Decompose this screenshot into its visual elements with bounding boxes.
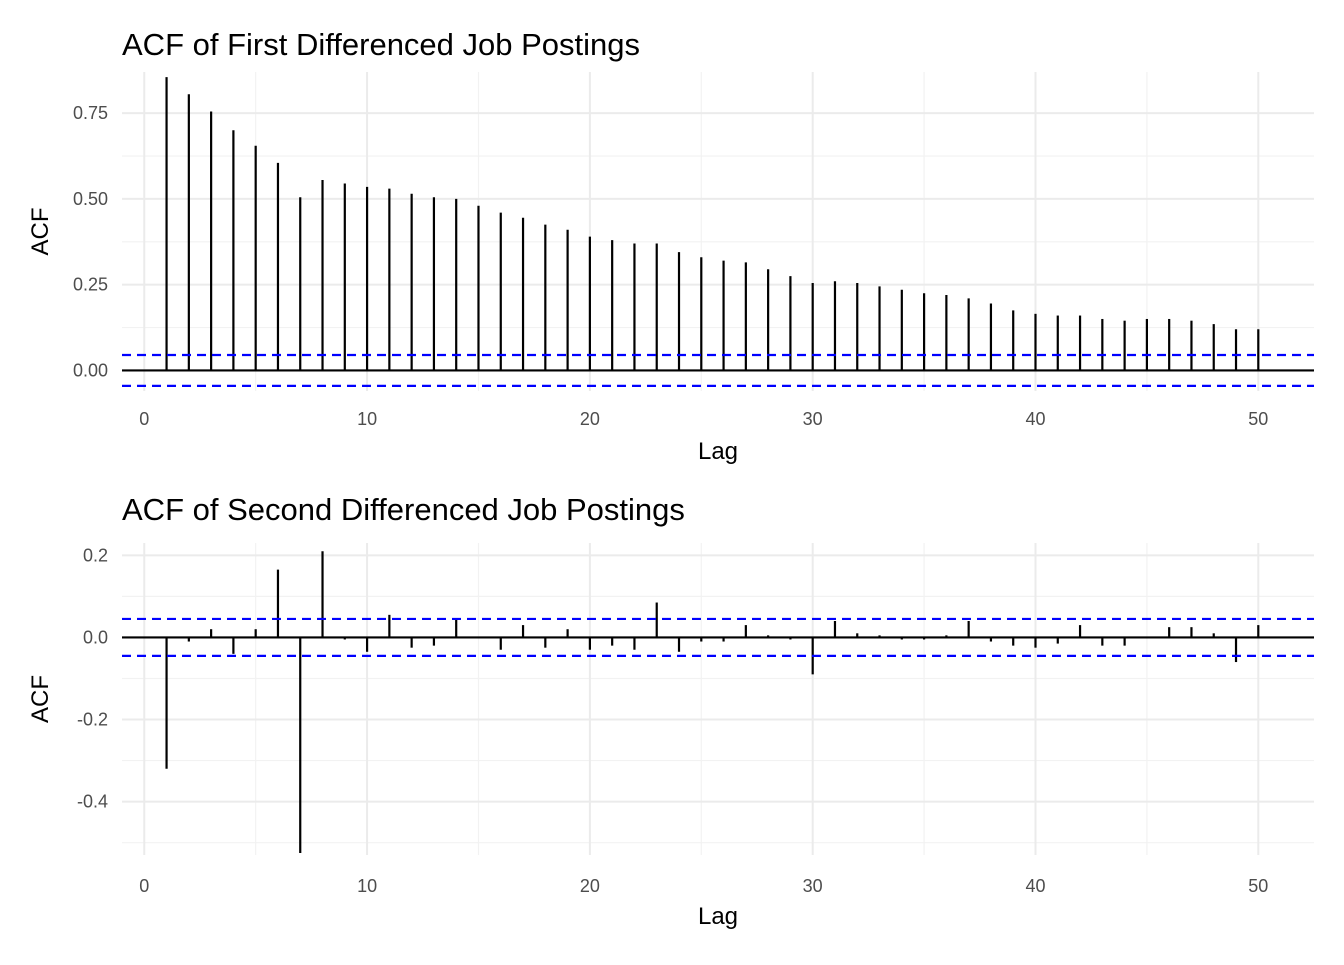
chart-title: ACF of First Differenced Job Postings [122,27,640,62]
x-tick-label: 20 [580,876,600,896]
x-tick-label: 30 [803,409,823,429]
y-tick-label: 0.00 [73,360,108,380]
y-tick-label: 0.0 [83,627,108,647]
y-tick-label: 0.25 [73,275,108,295]
y-tick-label: 0.75 [73,103,108,123]
acf-panel-1: 0.00 0.25 0.50 0.75 0 10 20 30 40 50 ACF of First … [27,27,1314,465]
x-tick-label: 0 [139,409,149,429]
y-tick-label: -0.4 [77,792,108,812]
x-tick-label: 30 [803,876,823,896]
y-tick-label: 0.2 [83,545,108,565]
x-axis-label: Lag [698,438,738,465]
acf-panel-2: -0.4 -0.2 0.0 0.2 0 10 20 30 40 50 ACF of Second D… [27,492,1314,930]
chart-title: ACF of Second Differenced Job Postings [122,492,685,527]
x-tick-label: 10 [357,876,377,896]
x-tick-label: 20 [580,409,600,429]
y-tick-label: 0.50 [73,189,108,209]
x-tick-label: 50 [1248,409,1268,429]
x-tick-label: 50 [1248,876,1268,896]
x-tick-label: 10 [357,409,377,429]
y-axis-label: ACF [27,208,54,256]
x-tick-label: 0 [139,876,149,896]
y-tick-label: -0.2 [77,710,108,730]
y-axis-label: ACF [27,675,54,723]
x-tick-label: 40 [1025,876,1045,896]
x-tick-label: 40 [1025,409,1045,429]
x-axis-label: Lag [698,903,738,930]
